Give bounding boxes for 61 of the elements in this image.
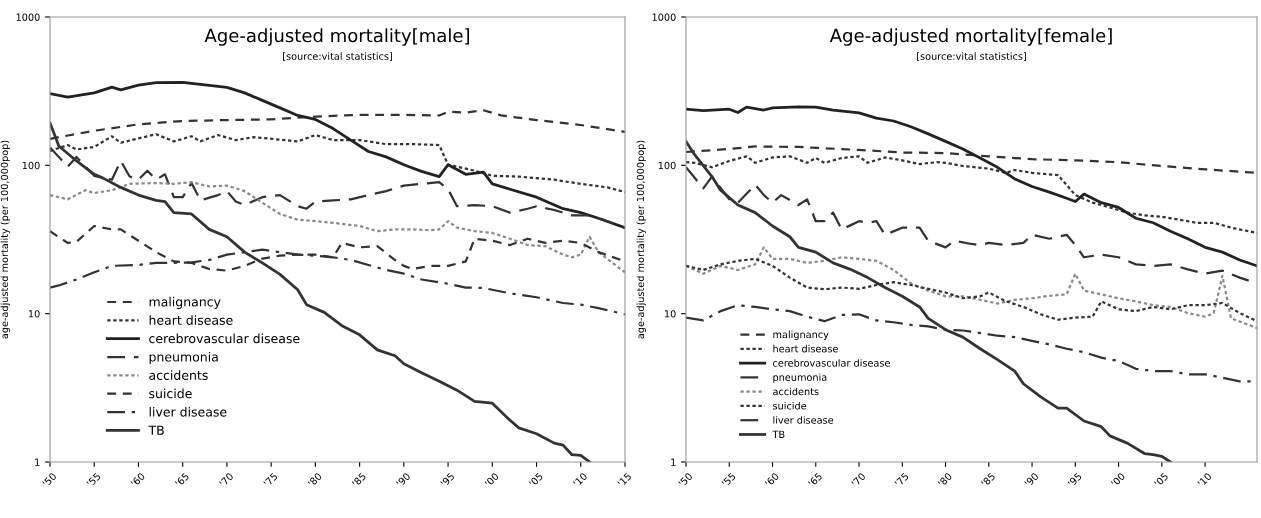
- legend-label: suicide: [149, 388, 192, 399]
- y-tick-label: 10: [664, 310, 676, 318]
- text: Age-adjusted mortality[male]: [204, 28, 469, 46]
- text: [source:vital statistics]: [283, 52, 392, 62]
- x-tick-label: '95: [440, 472, 455, 488]
- x-tick-label: '65: [807, 472, 823, 488]
- legend-label: accidents: [773, 387, 819, 396]
- y-tick-label: 1: [671, 458, 676, 466]
- x-tick-label: '70: [851, 472, 866, 488]
- y-tick-label: 1000: [16, 13, 40, 21]
- legend-label: malignancy: [773, 330, 829, 341]
- x-tick-label: '70: [219, 472, 234, 488]
- y-tick-label: 100: [658, 161, 676, 170]
- legend-label: pneumonia: [773, 373, 827, 383]
- legend-label: liver disease: [149, 406, 227, 417]
- x-tick-label: '85: [980, 472, 996, 488]
- x-tick-label: '50: [678, 472, 693, 488]
- x-tick-label: '00: [484, 472, 500, 488]
- x-tick-label: '10: [1197, 472, 1212, 488]
- x-tick-label: '90: [395, 472, 411, 488]
- x-tick-label: '75: [894, 472, 909, 488]
- x-tick-label: '05: [528, 472, 544, 488]
- x-tick-label: '60: [764, 472, 780, 488]
- legend-label: suicide: [773, 401, 807, 410]
- y-tick-label: 1: [35, 458, 40, 466]
- text: Age-adjusted mortality[female]: [829, 28, 1112, 46]
- x-tick-label: '50: [42, 472, 57, 488]
- x-tick-label: '60: [130, 472, 146, 488]
- y-tick-label: 100: [22, 161, 40, 170]
- legend-label: cerebrovascular disease: [149, 333, 300, 344]
- x-tick-label: '90: [1024, 472, 1039, 488]
- legend-label: cerebrovascular disease: [773, 359, 890, 367]
- x-tick-label: '95: [1067, 472, 1083, 488]
- y-tick-label: 10: [28, 310, 40, 318]
- x-tick-label: '10: [572, 472, 588, 488]
- x-tick-label: '55: [721, 472, 736, 488]
- x-tick-label: '65: [174, 472, 190, 488]
- y-tick-label: 1000: [652, 13, 676, 21]
- legend-label: TB: [772, 430, 785, 438]
- x-tick-label: '85: [351, 472, 367, 488]
- legend-label: TB: [148, 425, 164, 435]
- x-tick-label: '80: [937, 472, 953, 488]
- line-series: [50, 80, 625, 230]
- x-tick-label: '75: [263, 472, 278, 488]
- legend-label: pneumonia: [149, 351, 218, 365]
- x-tick-label: '15: [617, 472, 632, 488]
- legend-label: heart disease: [149, 315, 233, 325]
- y-axis-title: age-adjusted mortality (per 100,000pop): [0, 140, 10, 339]
- x-tick-label: '00: [1110, 472, 1126, 488]
- y-axis-title: age-adjusted mortality (per 100,000pop): [636, 140, 646, 339]
- x-tick-label: '80: [307, 472, 323, 488]
- legend-label: liver disease: [773, 416, 834, 424]
- line-series: [686, 105, 1257, 268]
- line-series: [686, 246, 1257, 330]
- x-tick-label: '55: [86, 472, 101, 488]
- legend-label: accidents: [149, 370, 208, 380]
- legend-label: heart disease: [773, 344, 838, 353]
- line-series: [50, 181, 625, 274]
- legend-label: malignancy: [149, 296, 221, 309]
- text: [source:vital statistics]: [917, 52, 1026, 62]
- x-tick-label: '05: [1153, 472, 1169, 488]
